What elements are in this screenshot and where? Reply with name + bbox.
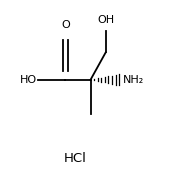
Text: OH: OH xyxy=(97,15,114,25)
Text: O: O xyxy=(61,20,70,30)
Text: HO: HO xyxy=(20,75,37,85)
Text: HCl: HCl xyxy=(64,152,87,165)
Text: NH₂: NH₂ xyxy=(123,75,145,85)
